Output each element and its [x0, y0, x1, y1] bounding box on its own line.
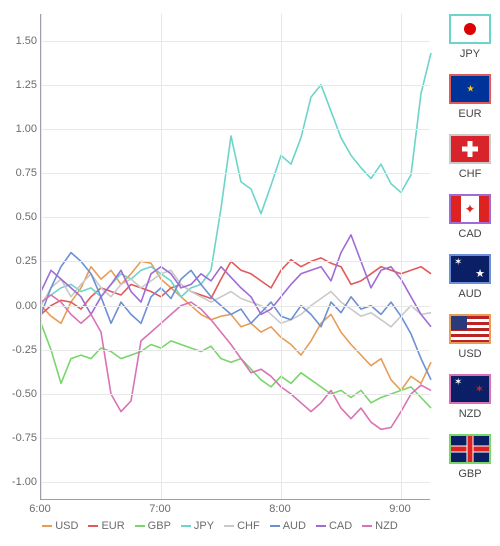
flag-caption: NZD: [448, 408, 492, 420]
grid-line-v: [161, 14, 162, 499]
legend-item-aud[interactable]: AUD: [270, 520, 306, 532]
grid-line-h: [41, 482, 430, 483]
y-axis-label: 1.50: [3, 35, 37, 47]
legend-swatch: [362, 525, 372, 527]
grid-line-h: [41, 438, 430, 439]
y-axis-label: -0.25: [3, 344, 37, 356]
grid-line-h: [41, 85, 430, 86]
legend-swatch: [181, 525, 191, 527]
grid-line-h: [41, 173, 430, 174]
plot-area: [40, 14, 430, 500]
series-line-gbp: [41, 323, 431, 408]
y-axis-label: 0.50: [3, 211, 37, 223]
currency-flag-aud[interactable]: AUD: [448, 254, 492, 300]
legend-label: JPY: [194, 520, 214, 532]
legend-label: CHF: [237, 520, 260, 532]
y-axis-label: -1.00: [3, 476, 37, 488]
legend-label: USD: [55, 520, 78, 532]
flag-caption: AUD: [448, 288, 492, 300]
jpy-flag-icon: [449, 14, 491, 44]
y-axis-label: 1.25: [3, 79, 37, 91]
grid-line-v: [401, 14, 402, 499]
currency-flag-cad[interactable]: ✦ CAD: [448, 194, 492, 240]
currency-flag-nzd[interactable]: NZD: [448, 374, 492, 420]
aud-flag-icon: [449, 254, 491, 284]
currency-flag-jpy[interactable]: JPY: [448, 14, 492, 60]
x-axis-label: 7:00: [149, 503, 170, 515]
legend-item-jpy[interactable]: JPY: [181, 520, 214, 532]
y-axis-label: 0.25: [3, 255, 37, 267]
legend-swatch: [270, 525, 280, 527]
x-axis-label: 9:00: [389, 503, 410, 515]
currency-chart: USD EUR GBP JPY CHF AUD CAD NZD -1.00 -0.75 -0.50…: [0, 0, 440, 546]
series-line-jpy: [41, 53, 431, 302]
gbp-flag-icon: [449, 434, 491, 464]
currency-flag-list: JPY EUR CHF ✦ CAD AUD USD NZD GBP: [440, 0, 500, 546]
chart-legend: USD EUR GBP JPY CHF AUD CAD NZD: [0, 520, 440, 532]
currency-flag-gbp[interactable]: GBP: [448, 434, 492, 480]
currency-flag-usd[interactable]: USD: [448, 314, 492, 360]
y-axis-label: 0.00: [3, 300, 37, 312]
chart-lines: [41, 14, 431, 500]
legend-item-eur[interactable]: EUR: [88, 520, 124, 532]
y-axis-label: -0.50: [3, 388, 37, 400]
legend-label: AUD: [283, 520, 306, 532]
flag-caption: JPY: [448, 48, 492, 60]
legend-item-cad[interactable]: CAD: [316, 520, 352, 532]
legend-item-nzd[interactable]: NZD: [362, 520, 398, 532]
nzd-flag-icon: [449, 374, 491, 404]
legend-label: NZD: [375, 520, 398, 532]
eur-flag-icon: [449, 74, 491, 104]
y-axis-label: 1.00: [3, 123, 37, 135]
grid-line-h: [41, 394, 430, 395]
usd-flag-icon: [449, 314, 491, 344]
chf-flag-icon: [449, 134, 491, 164]
flag-caption: USD: [448, 348, 492, 360]
x-axis-label: 8:00: [269, 503, 290, 515]
grid-line-h: [41, 350, 430, 351]
legend-item-chf[interactable]: CHF: [224, 520, 260, 532]
series-line-nzd: [41, 295, 431, 429]
grid-line-v: [41, 14, 42, 499]
flag-caption: EUR: [448, 108, 492, 120]
grid-line-v: [281, 14, 282, 499]
flag-caption: CAD: [448, 228, 492, 240]
grid-line-h: [41, 306, 430, 307]
series-line-usd: [41, 261, 431, 390]
cad-flag-icon: ✦: [449, 194, 491, 224]
y-axis-label: -0.75: [3, 432, 37, 444]
flag-caption: CHF: [448, 168, 492, 180]
y-axis-label: 0.75: [3, 167, 37, 179]
grid-line-h: [41, 129, 430, 130]
legend-label: GBP: [148, 520, 171, 532]
grid-line-h: [41, 261, 430, 262]
legend-item-usd[interactable]: USD: [42, 520, 78, 532]
legend-label: CAD: [329, 520, 352, 532]
legend-swatch: [224, 525, 234, 527]
flag-caption: GBP: [448, 468, 492, 480]
legend-swatch: [42, 525, 52, 527]
legend-swatch: [316, 525, 326, 527]
legend-swatch: [88, 525, 98, 527]
currency-flag-eur[interactable]: EUR: [448, 74, 492, 120]
legend-item-gbp[interactable]: GBP: [135, 520, 171, 532]
legend-swatch: [135, 525, 145, 527]
grid-line-h: [41, 217, 430, 218]
currency-flag-chf[interactable]: CHF: [448, 134, 492, 180]
grid-line-h: [41, 41, 430, 42]
legend-label: EUR: [101, 520, 124, 532]
x-axis-label: 6:00: [29, 503, 50, 515]
